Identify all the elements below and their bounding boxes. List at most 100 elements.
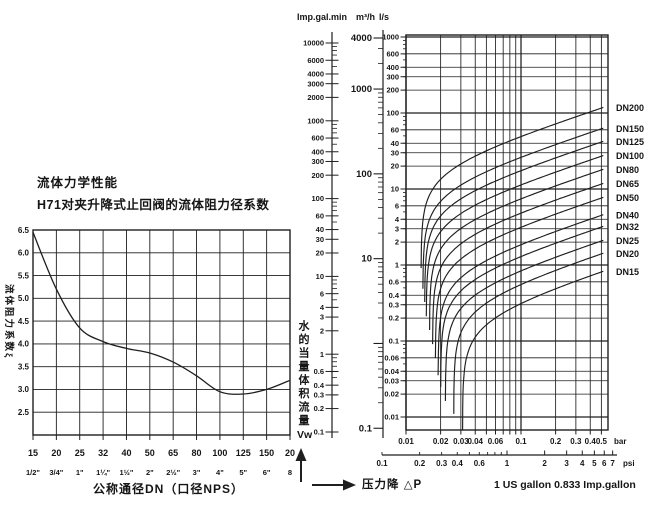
left-chart-subtitle: H71对夹升降式止回阀的流体阻力径系数	[37, 198, 270, 212]
dn-label-DN25: DN25	[616, 236, 639, 246]
impgal-tick-label: 0.1	[314, 428, 324, 437]
left-dn-tick-label: 20	[51, 448, 61, 458]
left-nps-tick-label: 1¼"	[96, 468, 110, 477]
left-dn-tick-label: 20	[285, 448, 295, 458]
ls-tick-label: 10	[391, 185, 399, 194]
ls-tick-label: 400	[386, 63, 399, 72]
left-y-tick-label: 3.0	[18, 385, 30, 394]
left-nps-tick-label: 4"	[216, 468, 224, 477]
psi-axis: 0.1 0.2 0.3 0.4 0.6 1 2 3 4 5 6 7 psi	[376, 450, 635, 468]
m3h-tick-label: 100	[356, 169, 372, 180]
dn-label-DN32: DN32	[616, 222, 639, 232]
impgal-tick-label: 4000	[307, 70, 324, 79]
ls-tick-label: 0.2	[389, 314, 399, 323]
left-x-tick-stubs	[32, 435, 291, 440]
dn-curve-DN80	[429, 168, 604, 331]
impgal-tick-label: 600	[311, 134, 324, 143]
left-chart-title: 流体力学性能	[37, 176, 119, 190]
ls-tick-label: 6	[395, 201, 399, 210]
impgal-tick-label: 2	[320, 326, 324, 335]
psi-tick-label: 0.4	[452, 459, 464, 468]
ls-tick-label: 0.02	[384, 390, 399, 399]
psi-tick-label: 0.1	[376, 459, 388, 468]
psi-tick-label: 4	[580, 459, 585, 468]
dn-curve-DN32	[440, 225, 604, 388]
dn-curve-DN20	[453, 252, 604, 414]
ls-tick-label: 4	[395, 215, 400, 224]
bar-axis: 0.01 0.02 0.030.04 0.06 0.1 0.2 0.3 0.4 0.5 bar	[398, 430, 626, 446]
left-nps-tick-label: 3/4"	[49, 468, 63, 477]
ls-tick-label: 0.06	[384, 353, 399, 362]
ls-tick-label: 40	[391, 139, 399, 148]
impgal-tick-label: 6000	[307, 56, 324, 65]
left-dn-tick-label: 65	[168, 448, 178, 458]
psi-tick-label: 5	[592, 459, 597, 468]
flow-axis-symbol: Vw	[297, 429, 313, 441]
dn-label-DN150: DN150	[616, 124, 644, 134]
left-nps-tick-label: 1½"	[119, 468, 133, 477]
left-dn-tick-label: 25	[75, 448, 85, 458]
dn-curve-DN40	[437, 214, 604, 376]
ls-tick-label: 30	[391, 148, 399, 157]
dn-label-DN65: DN65	[616, 179, 639, 189]
impgal-tick-label: 30	[316, 235, 324, 244]
impgal-tick-label: 100	[311, 194, 324, 203]
left-nps-tick-label: 1"	[76, 468, 84, 477]
ls-tick-label: 200	[386, 86, 399, 95]
left-nps-tick-label: 3"	[193, 468, 201, 477]
dn-curve-DN65	[432, 182, 604, 345]
impgal-tick-label: 300	[311, 157, 324, 166]
bar-tick-label: 0.04	[467, 437, 483, 446]
dn-curve-DN50	[434, 196, 604, 359]
left-y-tick-label: 2.5	[18, 408, 30, 417]
resistance-coefficient-curve	[32, 232, 291, 395]
bar-unit-label: bar	[614, 437, 626, 446]
left-chart: 6.5 6.0 5.5 5.0 4.5 4.0 3.5 3.0 2.5 15 20 25 32 40 50 6…	[18, 226, 295, 477]
left-y-tick-label: 6.5	[18, 226, 30, 235]
ls-tick-label: 100	[386, 109, 399, 118]
dn-label-DN15: DN15	[616, 267, 639, 277]
ls-tick-label: 600	[386, 49, 399, 58]
dn-curve-DN15	[462, 270, 604, 430]
impgal-tick-label: 1000	[307, 116, 324, 125]
left-nps-tick-label: 2"	[146, 468, 154, 477]
dn-curves	[420, 106, 604, 430]
left-nps-tick-label: 6"	[263, 468, 271, 477]
m3h-tick-label: 4000	[351, 33, 372, 44]
bar-tick-label: 0.3	[570, 437, 582, 446]
ls-tick-label: 3	[395, 224, 399, 233]
ls-tick-label: 60	[391, 125, 399, 134]
impgal-tick-label: 0.6	[314, 367, 324, 376]
ls-ruler-header: l/s	[379, 12, 390, 22]
axis-direction-arrows	[295, 448, 356, 491]
left-nps-tick-label: 8	[288, 468, 292, 477]
bar-tick-label: 0.02	[433, 437, 449, 446]
left-nps-tick-label: 5"	[239, 468, 247, 477]
dn-curve-DN150	[422, 127, 604, 289]
impgal-tick-label: 200	[311, 171, 324, 180]
impgal-tick-label: 40	[316, 225, 324, 234]
left-y-tick-label: 5.0	[18, 294, 30, 303]
bar-tick-label: 0.06	[488, 437, 504, 446]
impgal-ruler: 1000060004000300020001000600400300200100…	[303, 32, 339, 438]
impgal-tick-label: 1	[320, 350, 324, 359]
ls-tick-label: 20	[391, 162, 399, 171]
left-nps-tick-label: 1/2"	[26, 468, 40, 477]
right-chart: DN200 DN150 DN125 DN100 DN80 DN65 DN50 DN40 DN32…	[376, 33, 644, 468]
left-y-axis-label: 流体阻力系数ξ	[3, 284, 14, 360]
left-y-tick-label: 4.5	[18, 317, 30, 326]
psi-tick-label: 0.6	[474, 459, 486, 468]
left-dn-tick-label: 125	[236, 448, 251, 458]
impgal-tick-label: 0.2	[314, 404, 324, 413]
dn-label-DN80: DN80	[616, 165, 639, 175]
impgal-tick-label: 4	[320, 303, 325, 312]
bar-tick-label: 0.5	[596, 437, 608, 446]
ls-tick-label: 300	[386, 72, 399, 81]
dn-label-DN125: DN125	[616, 137, 644, 147]
flow-axis-label: 水的当量体积流量	[297, 320, 309, 428]
psi-tick-label: 0.2	[414, 459, 426, 468]
dn-label-DN100: DN100	[616, 151, 644, 161]
